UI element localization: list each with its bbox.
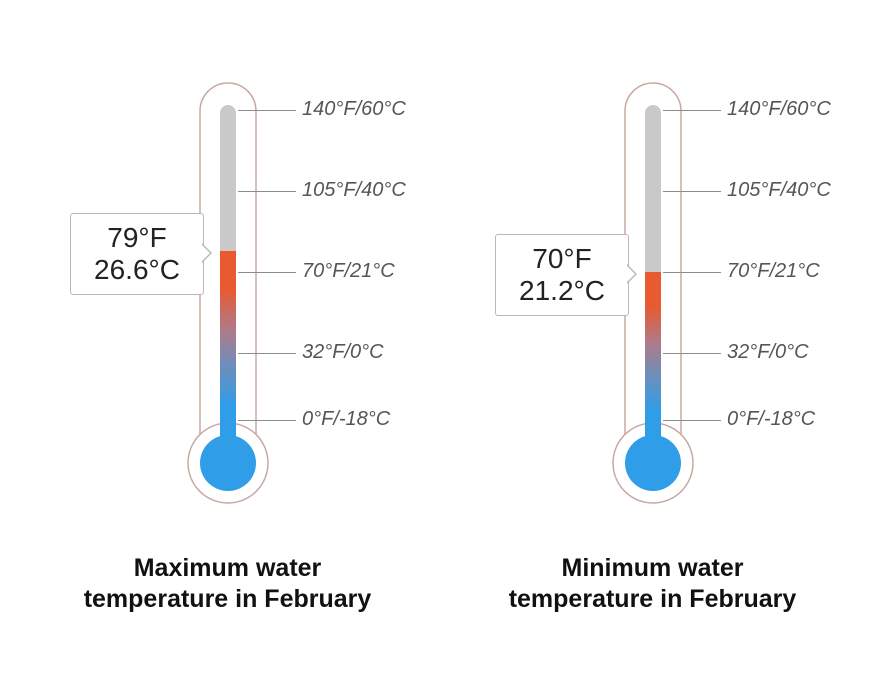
tick-line — [238, 353, 296, 354]
caption-line1: Maximum water — [84, 553, 372, 584]
tick-label: 70°F/21°C — [727, 260, 820, 283]
tick-label: 0°F/-18°C — [302, 408, 390, 431]
thermometer-caption: Maximum watertemperature in February — [84, 553, 372, 616]
thermometer-min: 140°F/60°C 105°F/40°C 70°F/21°C 32°F/0°C 0°F… — [455, 75, 850, 616]
callout-notch-fill — [201, 244, 210, 262]
tick-line — [663, 272, 721, 273]
caption-line2: temperature in February — [84, 584, 372, 615]
thermometer-fill — [645, 272, 661, 458]
thermometer-graphic: 140°F/60°C 105°F/40°C 70°F/21°C 32°F/0°C 0°F… — [30, 75, 425, 515]
thermometer-graphic: 140°F/60°C 105°F/40°C 70°F/21°C 32°F/0°C 0°F… — [455, 75, 850, 515]
tick-line — [663, 191, 721, 192]
tick-label: 32°F/0°C — [727, 341, 809, 364]
thermometer-tube — [645, 105, 661, 458]
tick-label: 0°F/-18°C — [727, 408, 815, 431]
callout-notch-fill — [626, 265, 635, 283]
reading-callout: 79°F26.6°C — [70, 213, 204, 295]
tick-line — [238, 420, 296, 421]
tick-label: 70°F/21°C — [302, 260, 395, 283]
thermometer-caption: Minimum watertemperature in February — [509, 553, 797, 616]
thermometer-fill — [220, 251, 236, 458]
reading-callout: 70°F21.2°C — [495, 234, 629, 316]
tick-line — [663, 420, 721, 421]
tick-line — [238, 110, 296, 111]
tick-line — [238, 272, 296, 273]
thermometer-bulb — [200, 435, 256, 491]
reading-fahrenheit: 70°F — [496, 243, 628, 275]
tick-label: 32°F/0°C — [302, 341, 384, 364]
thermometer-pair: 140°F/60°C 105°F/40°C 70°F/21°C 32°F/0°C 0°F… — [0, 0, 880, 616]
tick-label: 140°F/60°C — [727, 98, 831, 121]
reading-celsius: 21.2°C — [496, 275, 628, 307]
tick-line — [663, 110, 721, 111]
caption-line1: Minimum water — [509, 553, 797, 584]
tick-label: 105°F/40°C — [302, 179, 406, 202]
tick-label: 140°F/60°C — [302, 98, 406, 121]
thermometer-max: 140°F/60°C 105°F/40°C 70°F/21°C 32°F/0°C 0°F… — [30, 75, 425, 616]
reading-celsius: 26.6°C — [71, 254, 203, 286]
tick-label: 105°F/40°C — [727, 179, 831, 202]
caption-line2: temperature in February — [509, 584, 797, 615]
reading-fahrenheit: 79°F — [71, 222, 203, 254]
thermometer-bulb — [625, 435, 681, 491]
tick-line — [663, 353, 721, 354]
thermometer-tube — [220, 105, 236, 458]
tick-line — [238, 191, 296, 192]
